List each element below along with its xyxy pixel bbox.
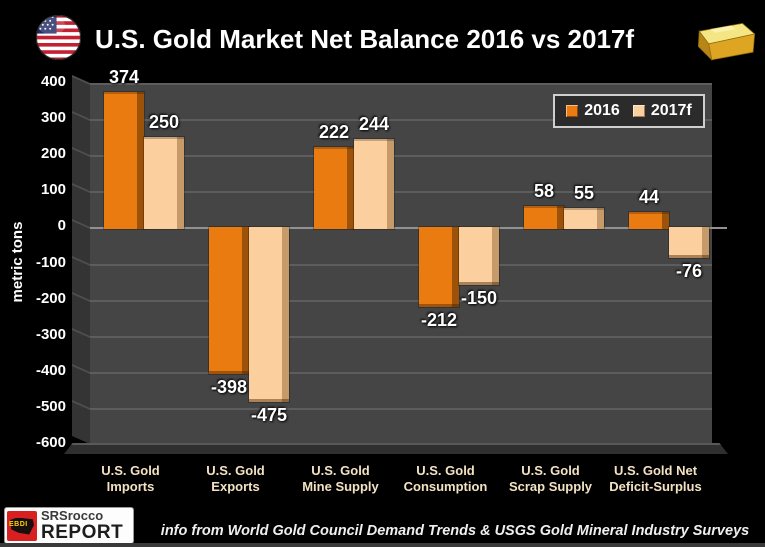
legend-item-2017f: 2017f [632, 102, 692, 120]
legend: 2016 2017f [553, 94, 705, 128]
bottom-strip [0, 543, 765, 547]
bar-value-label: 44 [638, 186, 660, 207]
bar-value-label: -76 [675, 260, 702, 281]
gridline [90, 155, 712, 158]
bar-value-label: 244 [358, 114, 390, 135]
legend-marker-2016-icon [566, 105, 579, 117]
legend-label-2017f: 2017f [650, 102, 692, 119]
gridline [90, 191, 712, 194]
y-tick-label: -400 [35, 361, 66, 379]
bar-value-label: -150 [460, 287, 498, 308]
logo-badge-text: EBDI [9, 520, 28, 528]
x-axis-category-labels: U.S. Gold Imports U.S. Gold Exports U.S. Gol… [90, 463, 730, 503]
wall-gridline [72, 436, 90, 445]
bar-2016-consumption [419, 227, 459, 307]
bar-value-label: 222 [318, 122, 350, 143]
source-credit: info from World Gold Council Demand Tren… [160, 523, 750, 539]
gridline [90, 83, 712, 85]
page-title: U.S. Gold Market Net Balance 2016 vs 201… [95, 24, 635, 54]
wall-gridline [72, 327, 90, 338]
legend-label-2016: 2016 [584, 102, 620, 119]
wall-gridline [72, 363, 90, 374]
y-tick-label: 200 [40, 145, 66, 163]
category-label: U.S. Gold Net Deficit-Surplus [609, 463, 702, 494]
category-label: U.S. Gold Exports [206, 463, 265, 494]
y-tick-label: 100 [40, 181, 66, 199]
bar-2016-exports [209, 227, 249, 375]
logo-badge-icon: EBDI [7, 510, 37, 541]
gridline [90, 299, 712, 302]
bar-2017f-imports [144, 137, 184, 230]
y-tick-label: -100 [35, 253, 66, 271]
y-tick-label: 0 [57, 217, 66, 235]
wall-gridline [72, 291, 90, 302]
bar-value-label: 55 [573, 182, 595, 203]
y-tick-label: -500 [35, 397, 66, 415]
usa-map-icon [10, 517, 34, 535]
wall-gridline [72, 111, 90, 122]
gridline [90, 371, 712, 374]
gridline [90, 263, 712, 266]
y-tick-label: 400 [40, 73, 66, 90]
category-label: U.S. Gold Scrap Supply [508, 463, 593, 494]
category-label: U.S. Gold Imports [101, 463, 160, 494]
category-label: U.S. Gold Mine Supply [302, 463, 379, 494]
bar-value-label: -212 [420, 309, 458, 330]
gridline [90, 407, 712, 410]
bar-value-label: 250 [148, 112, 180, 133]
bar-2016-deficit-surplus [629, 211, 669, 230]
gold-bar-icon [697, 22, 756, 61]
bar-2017f-deficit-surplus [669, 227, 709, 258]
gridline [90, 119, 712, 122]
wall-gridline [72, 219, 90, 230]
bar-2016-mine-supply [314, 147, 354, 230]
zero-gridline [90, 227, 727, 230]
wall-gridline [72, 399, 90, 410]
gridline [90, 335, 712, 338]
category-label: U.S. Gold Consumption [403, 463, 488, 494]
wall-gridline [72, 255, 90, 266]
bar-value-label: 374 [108, 67, 140, 88]
header: U.S. Gold Market Net Balance 2016 vs 201… [0, 0, 765, 70]
bar-2017f-consumption [459, 227, 499, 285]
bar-2017f-exports [249, 227, 289, 402]
legend-item-2016: 2016 [566, 102, 620, 120]
y-tick-label: -600 [35, 434, 66, 451]
legend-marker-2017f-icon [632, 105, 645, 117]
bar-value-label: 58 [533, 181, 555, 202]
logo-line2: REPORT [41, 522, 124, 543]
us-flag-icon [35, 14, 82, 61]
y-tick-label: -300 [35, 325, 66, 343]
bar-2017f-mine-supply [354, 139, 394, 230]
chart-left-wall [72, 75, 90, 445]
wall-gridline [72, 183, 90, 194]
wall-gridline [72, 147, 90, 158]
chart-floor [64, 443, 728, 454]
logo-text: SRSrocco REPORT [41, 509, 123, 542]
bar-value-label: -475 [250, 404, 288, 425]
srsrocco-report-logo: EBDI SRSrocco REPORT [4, 507, 134, 544]
bar-2017f-scrap-supply [564, 207, 604, 230]
y-tick-label: -200 [35, 289, 66, 307]
bar-2016-imports [104, 92, 144, 230]
logo-line1: SRSrocco [41, 508, 104, 523]
plot-area: 374 250 -398 -475 222 244 -212 -150 58 55 44 -76 [90, 67, 727, 446]
bar-2016-scrap-supply [524, 206, 564, 230]
bar-value-label: -398 [210, 377, 248, 398]
y-tick-label: 300 [40, 109, 66, 127]
